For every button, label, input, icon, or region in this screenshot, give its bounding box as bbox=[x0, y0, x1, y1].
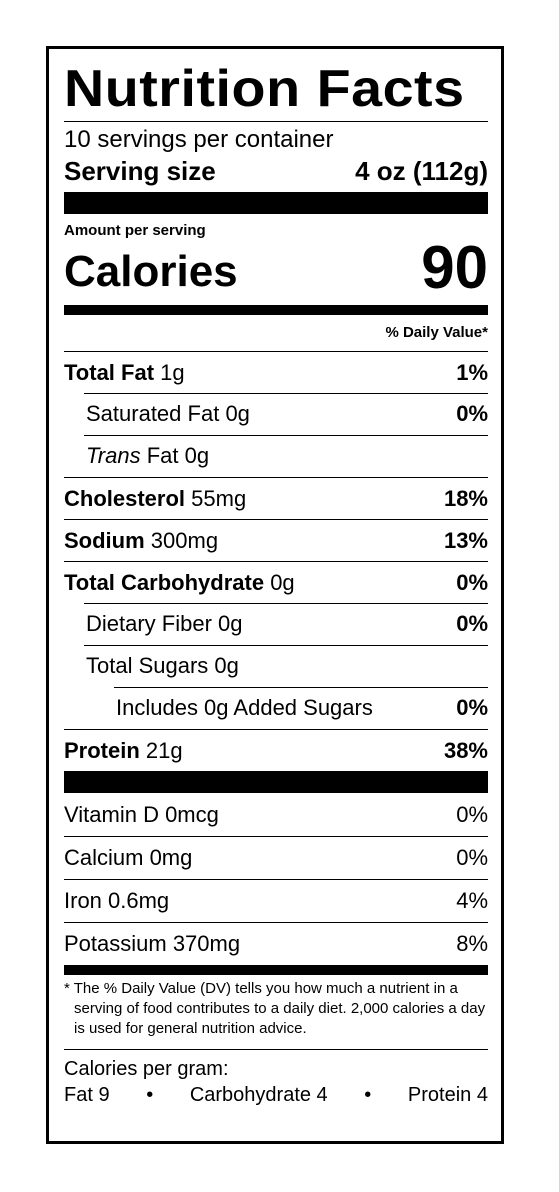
nutrient-dv: 0% bbox=[456, 569, 488, 595]
vitamin-dv: 0% bbox=[456, 801, 488, 827]
vitamin-dv: 8% bbox=[456, 931, 488, 956]
nutrient-dv: 0% bbox=[456, 401, 488, 426]
nutrient-dv: 0% bbox=[456, 695, 488, 720]
thick-bar bbox=[64, 192, 488, 214]
nutrient-name-italic: Trans bbox=[86, 443, 141, 468]
nutrient-amount: 55mg bbox=[191, 485, 247, 511]
medium-bar bbox=[64, 305, 488, 315]
nutrient-dv: 13% bbox=[443, 527, 488, 553]
nutrient-amount: 21g bbox=[145, 737, 183, 763]
vitamin-row: Potassium 370mg 8% bbox=[64, 922, 488, 965]
vitamin-row: Calcium 0mg 0% bbox=[64, 836, 488, 879]
nutrient-row-saturated-fat: Saturated Fat 0g 0% bbox=[64, 393, 488, 435]
label-content: Nutrition Facts 10 servings per containe… bbox=[64, 49, 488, 1141]
calories-label: Calories bbox=[64, 247, 238, 296]
serving-size-label: Serving size bbox=[64, 156, 216, 186]
vitamin-row: Vitamin D 0mcg 0% bbox=[64, 793, 488, 836]
nutrient-dv: 1% bbox=[456, 359, 488, 385]
cpg-fat: Fat 9 bbox=[64, 1084, 110, 1106]
vitamin-row: Iron 0.6mg 4% bbox=[64, 879, 488, 922]
serving-size-value: 4 oz (112g) bbox=[355, 156, 488, 186]
nutrient-row-dietary-fiber: Dietary Fiber 0g 0% bbox=[64, 603, 488, 645]
cpg-carbohydrate: Carbohydrate 4 bbox=[189, 1084, 328, 1106]
nutrient-dv: 0% bbox=[456, 611, 488, 636]
nutrient-dv: 18% bbox=[443, 485, 488, 511]
nutrient-row-cholesterol: Cholesterol 55mg 18% bbox=[64, 477, 488, 519]
bullet: • bbox=[146, 1084, 154, 1106]
vitamin-dv: 4% bbox=[456, 888, 488, 913]
nutrient-name: Protein bbox=[64, 737, 140, 763]
nutrition-facts-label: Nutrition Facts 10 servings per containe… bbox=[46, 46, 504, 1144]
nutrient-name: Total Sugars bbox=[86, 653, 209, 678]
calories-per-gram: Calories per gram: Fat 9 • Carbohydrate … bbox=[64, 1056, 488, 1108]
vitamin-text: Vitamin D 0mcg bbox=[64, 801, 219, 827]
calories-per-gram-label: Calories per gram: bbox=[64, 1058, 229, 1080]
vitamin-text: Iron 0.6mg bbox=[64, 888, 170, 913]
bullet: • bbox=[364, 1084, 372, 1106]
vitamins-section: Vitamin D 0mcg 0% Calcium 0mg 0% Iron 0.… bbox=[64, 793, 488, 965]
nutrient-row-added-sugars: Includes 0g Added Sugars 0% bbox=[64, 687, 488, 729]
nutrient-name: Sodium bbox=[64, 527, 145, 553]
nutrient-dv: 38% bbox=[443, 737, 488, 763]
label-title: Nutrition Facts bbox=[64, 60, 465, 118]
amount-per-serving: Amount per serving bbox=[64, 222, 206, 239]
serving-size-row: Serving size 4 oz (112g) bbox=[64, 156, 488, 186]
nutrient-amount: 0g bbox=[270, 569, 295, 595]
servings-per-container: 10 servings per container bbox=[64, 126, 334, 153]
calories-row: Calories 90 bbox=[64, 234, 488, 301]
calories-value: 90 bbox=[421, 234, 488, 301]
medium-bar bbox=[64, 965, 488, 975]
nutrient-amount: 0g bbox=[184, 443, 210, 468]
nutrient-row-total-carbohydrate: Total Carbohydrate 0g 0% bbox=[64, 561, 488, 603]
thick-bar bbox=[64, 771, 488, 793]
nutrient-name: Total Carbohydrate bbox=[64, 569, 265, 595]
nutrient-amount: 0g bbox=[214, 653, 239, 678]
nutrient-row-total-sugars: Total Sugars 0g bbox=[64, 645, 488, 687]
nutrient-row-trans-fat: Trans Fat 0g bbox=[64, 435, 488, 477]
nutrient-row-sodium: Sodium 300mg 13% bbox=[64, 519, 488, 561]
divider bbox=[64, 1049, 488, 1050]
vitamin-text: Potassium 370mg bbox=[64, 931, 241, 956]
nutrient-name: Dietary Fiber bbox=[86, 611, 212, 636]
cpg-protein: Protein 4 bbox=[407, 1084, 488, 1106]
nutrient-amount: 300mg bbox=[150, 527, 219, 553]
nutrient-name: Total Fat bbox=[64, 359, 155, 385]
nutrient-row-protein: Protein 21g 38% bbox=[64, 729, 488, 771]
daily-value-footnote: * The % Daily Value (DV) tells you how m… bbox=[64, 980, 486, 1037]
nutrient-name: Fat bbox=[146, 443, 179, 468]
divider bbox=[64, 121, 488, 122]
vitamin-text: Calcium 0mg bbox=[64, 845, 193, 870]
nutrient-amount: 0g bbox=[218, 611, 243, 636]
vitamin-dv: 0% bbox=[456, 845, 488, 870]
nutrient-amount: 0g bbox=[225, 401, 250, 426]
calories-per-gram-values: Fat 9 • Carbohydrate 4 • Protein 4 bbox=[64, 1082, 488, 1108]
nutrient-amount: 1g bbox=[160, 359, 185, 385]
nutrient-name: Includes 0g Added Sugars bbox=[116, 695, 373, 720]
nutrient-row-total-fat: Total Fat 1g 1% bbox=[64, 351, 488, 393]
daily-value-header: % Daily Value* bbox=[385, 324, 488, 341]
nutrient-name: Cholesterol bbox=[64, 485, 186, 511]
nutrient-name: Saturated Fat bbox=[86, 401, 220, 426]
